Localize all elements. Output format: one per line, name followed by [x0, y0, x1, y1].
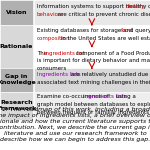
Text: ingredients lists: ingredients lists: [83, 94, 126, 99]
Text: Existing databases for storage and query of: Existing databases for storage and query…: [37, 28, 150, 33]
Text: The: The: [37, 51, 49, 56]
Text: food: food: [121, 28, 133, 33]
Text: Vision: Vision: [6, 10, 27, 15]
Text: dietary: dietary: [126, 4, 146, 9]
Text: Rationale: Rationale: [0, 44, 33, 49]
Text: composition: composition: [37, 36, 70, 40]
Text: ingredients list: ingredients list: [44, 51, 85, 56]
Text: Ingredients lists: Ingredients lists: [37, 72, 80, 77]
Text: between frequent or familiar ingredients: between frequent or familiar ingredients: [37, 110, 149, 115]
Text: are relatively unstudied due to the: are relatively unstudied due to the: [69, 72, 150, 77]
Bar: [34, 25, 150, 68]
Text: associated text mining challenges in their analysis: associated text mining challenges in the…: [37, 80, 150, 85]
Bar: [34, 0, 150, 25]
Text: component of a Food Product Label: component of a Food Product Label: [74, 51, 150, 56]
Text: consumers: consumers: [37, 66, 67, 71]
Text: behaviors: behaviors: [37, 12, 64, 17]
Bar: [0, 92, 33, 120]
Bar: [34, 68, 150, 92]
Text: Examine co-occurrence of: Examine co-occurrence of: [37, 94, 110, 99]
Text: using a: using a: [114, 94, 135, 99]
Bar: [0, 0, 33, 25]
Text: graph model between databases to explore relationships: graph model between databases to explore…: [37, 102, 150, 107]
Bar: [0, 68, 33, 92]
Text: Figure 1: The roadmap of this work, including a broad vision
for the impact of i: Figure 1: The roadmap of this work, incl…: [0, 106, 150, 142]
Text: Gap in
Knowledge: Gap in Knowledge: [0, 75, 36, 85]
Bar: [34, 92, 150, 120]
Text: in the United States are well established: in the United States are well establishe…: [59, 36, 150, 40]
Bar: [0, 25, 33, 68]
Text: is important for dietary behavior and management in: is important for dietary behavior and ma…: [37, 58, 150, 63]
Text: are critical to prevent chronic disease: are critical to prevent chronic disease: [56, 12, 150, 17]
Text: Information systems to support healthy diet and: Information systems to support healthy d…: [37, 4, 150, 9]
Text: Research
Framework: Research Framework: [0, 100, 36, 111]
